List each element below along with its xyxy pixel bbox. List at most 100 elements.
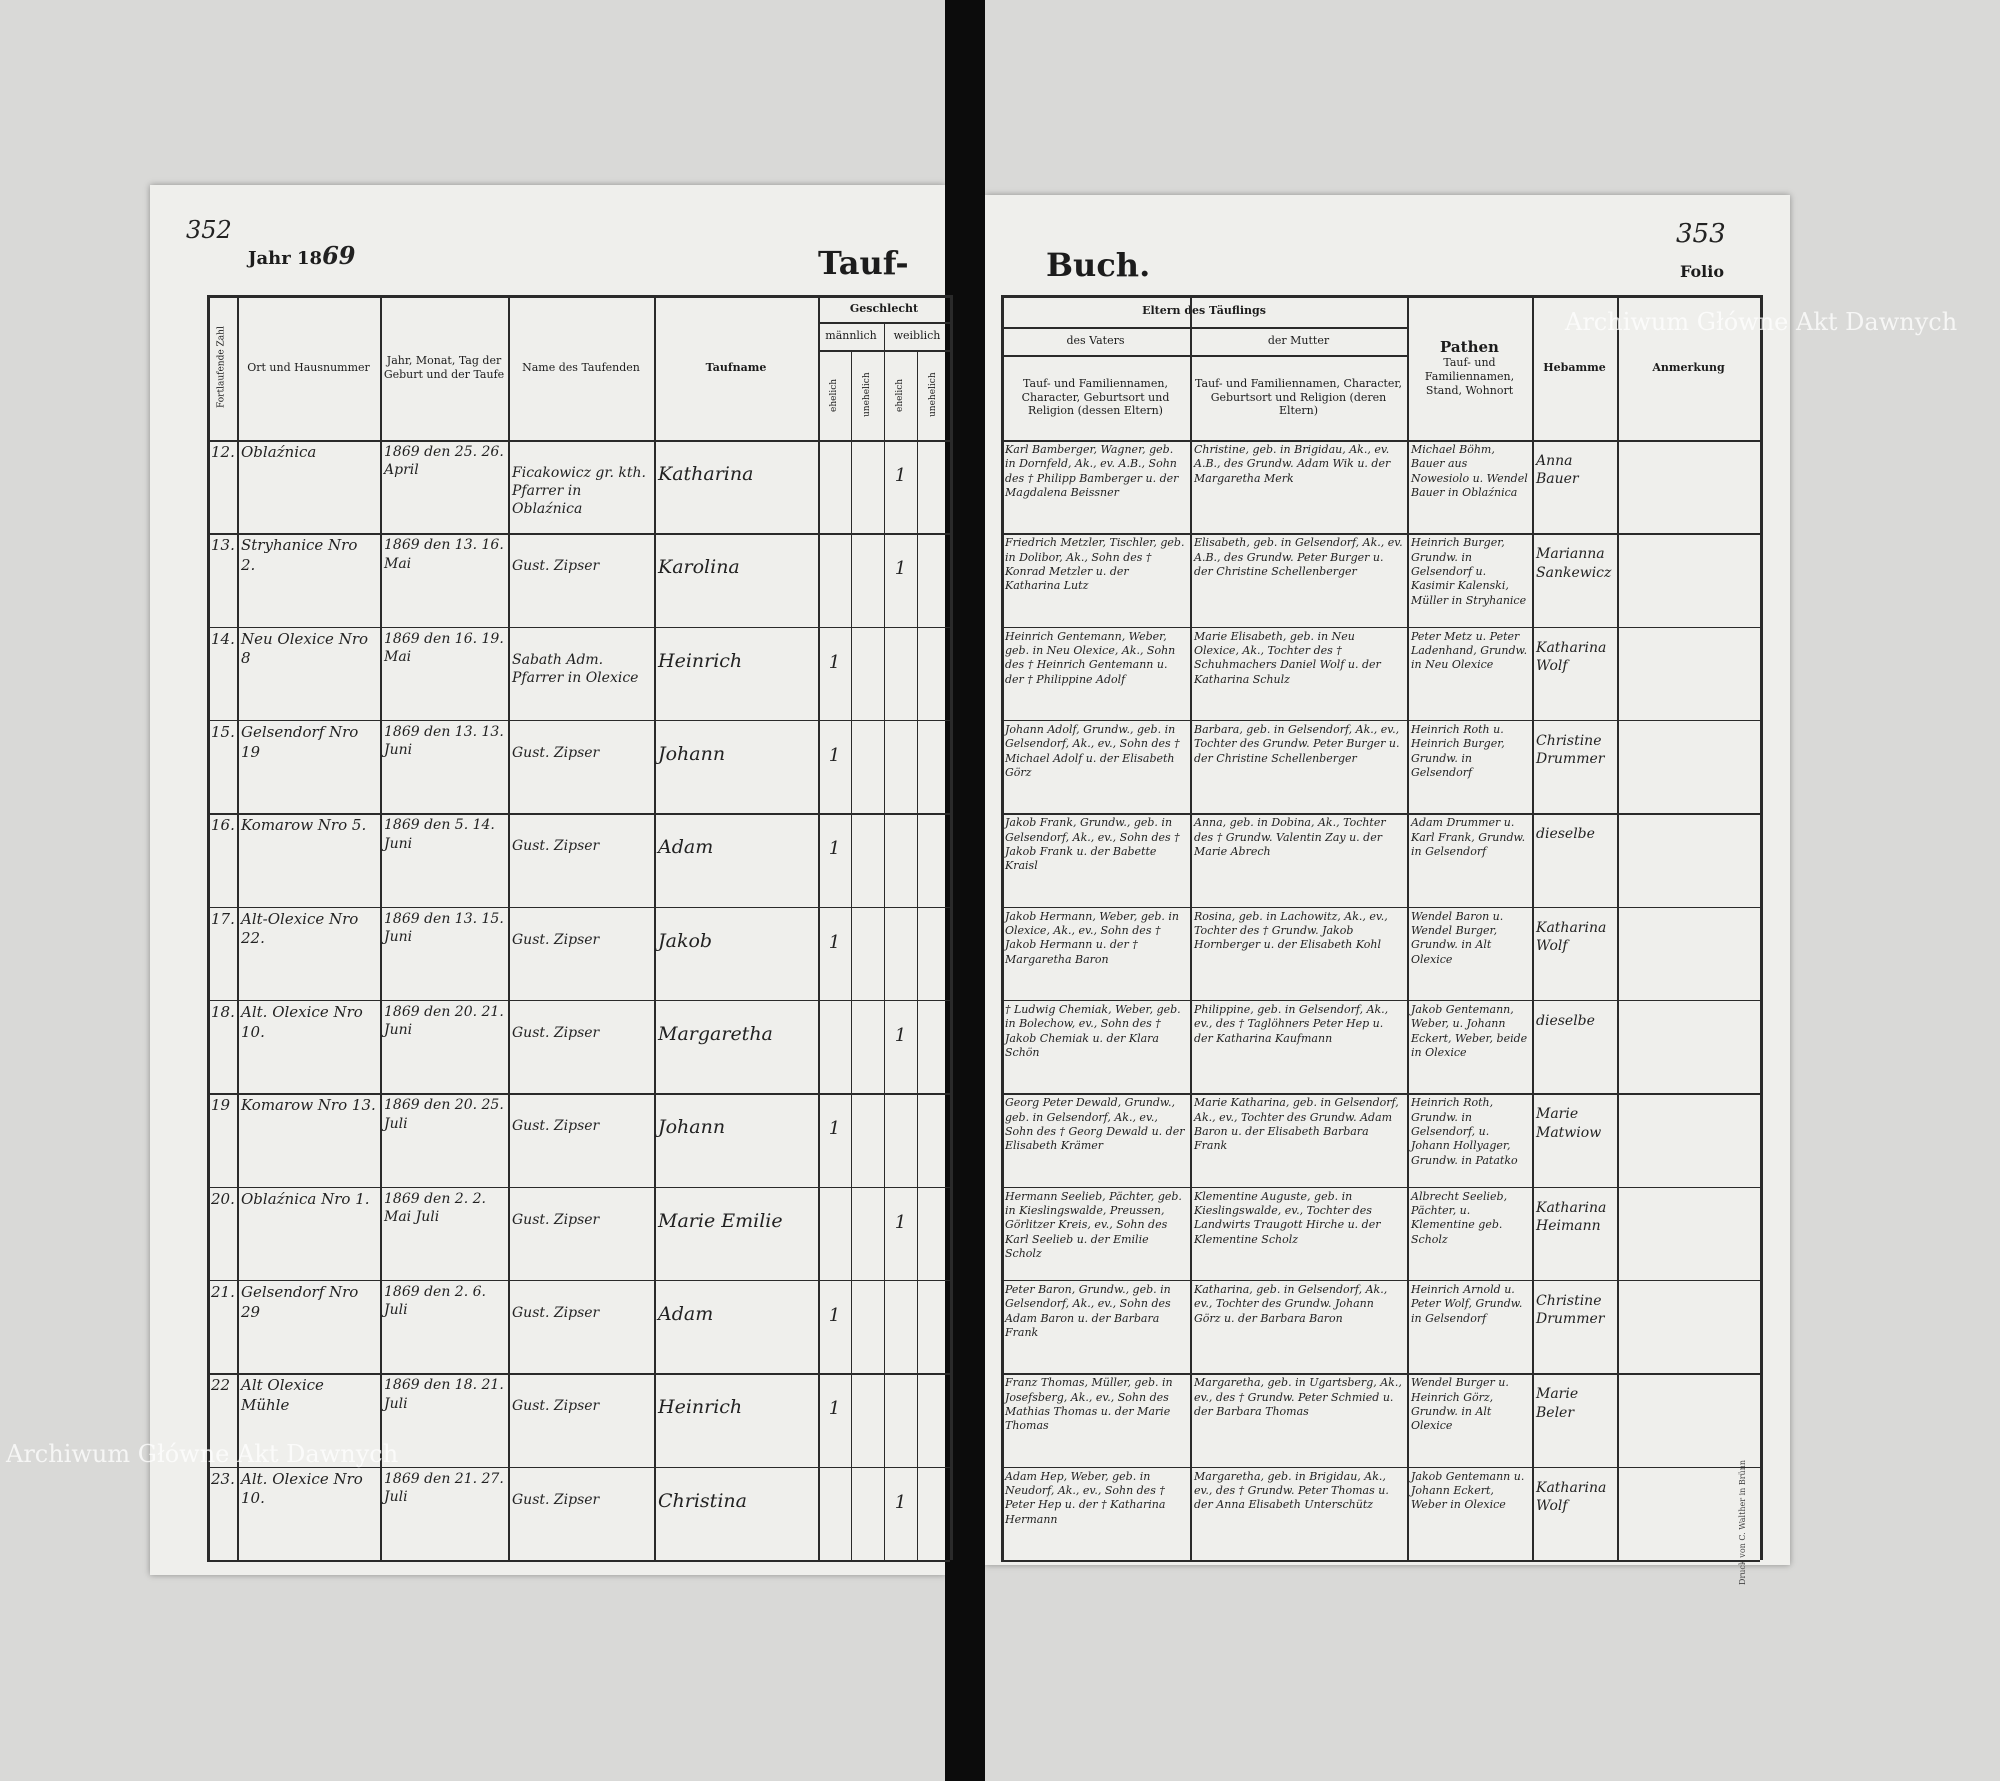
rule	[207, 1373, 950, 1375]
godparents: Wendel Burger u. Heinrich Görz, Grundw. …	[1411, 1376, 1509, 1433]
rule	[1001, 440, 1760, 442]
header-cell: Tauf- und Familiennamen, Character, Gebu…	[1021, 376, 1170, 418]
place: Oblaźnica	[241, 443, 317, 461]
baptismal-name: Jakob	[658, 929, 713, 952]
rule	[1407, 295, 1409, 1560]
midwife: Anna Bauer	[1536, 453, 1579, 488]
baptizer: Gust. Zipser	[512, 558, 600, 575]
mother: Margaretha, geb. in Ugartsberg, Ak., ev.…	[1194, 1376, 1402, 1418]
mother: Christine, geb. in Brigidau, Ak., ev. A.…	[1194, 443, 1391, 485]
rule	[1001, 1280, 1760, 1282]
rule	[1001, 906, 1760, 908]
mother: Klementine Auguste, geb. in Kieslingswal…	[1194, 1189, 1381, 1246]
sex-mark: 1	[828, 931, 841, 953]
rule	[1001, 1093, 1760, 1095]
midwife: dieselbe	[1536, 1013, 1595, 1029]
header-cell: Eltern des Täuflings	[1142, 304, 1266, 318]
rule	[1001, 1186, 1760, 1188]
mother: Marie Katharina, geb. in Gelsendorf, Ak.…	[1194, 1096, 1399, 1153]
entry-number: 19	[211, 1096, 231, 1115]
mother: Elisabeth, geb. in Gelsendorf, Ak., ev. …	[1194, 536, 1403, 578]
mother: Katharina, geb. in Gelsendorf, Ak., ev.,…	[1194, 1283, 1388, 1325]
rule	[818, 295, 820, 1560]
baptismal-name: Katharina	[658, 463, 754, 485]
father: Heinrich Gentemann, Weber, geb. in Neu O…	[1005, 629, 1176, 686]
header-cell: Hebamme	[1543, 360, 1606, 374]
place: Alt. Olexice Nro 10.	[241, 1003, 363, 1041]
watermark: Archiwum Główne Akt Dawnych	[1565, 308, 1958, 336]
entry-number: 17.	[211, 909, 235, 928]
sex-mark: 1	[828, 651, 841, 673]
header-cell: ehelich	[828, 378, 839, 412]
header-cell: Anmerkung	[1652, 360, 1725, 374]
mother: Barbara, geb. in Gelsendorf, Ak., ev., T…	[1194, 723, 1400, 765]
rule	[884, 322, 885, 1560]
father: Adam Hep, Weber, geb. in Neudorf, Ak., e…	[1005, 1469, 1166, 1526]
midwife: Katharina Heimann	[1536, 1199, 1607, 1234]
page-number-right: 353	[1676, 219, 1726, 249]
godparents: Adam Drummer u. Karl Frank, Grundw. in G…	[1411, 816, 1526, 858]
watermark: Archiwum Główne Akt Dawnych	[6, 1440, 399, 1468]
midwife: Marianna Sankewicz	[1536, 546, 1612, 581]
baptizer: Gust. Zipser	[512, 1211, 600, 1228]
godparents: Michael Böhm, Bauer aus Nowesiolo u. Wen…	[1411, 443, 1528, 499]
header-text: Pathen	[1440, 337, 1499, 356]
sex-mark: 1	[828, 838, 841, 860]
rule	[1001, 1466, 1760, 1468]
rule	[950, 295, 953, 1560]
place: Stryhanice Nro 2.	[241, 536, 358, 574]
godparents: Peter Metz u. Peter Ladenhand, Grundw. i…	[1411, 629, 1528, 672]
entry-number: 18.	[211, 1003, 235, 1021]
header-cell: unehelich	[927, 372, 938, 418]
rule	[1001, 295, 1004, 1560]
header-cell: ehelich	[894, 378, 905, 412]
midwife: Christine Drummer	[1536, 733, 1605, 768]
header-cell: Geschlecht	[849, 301, 919, 315]
place: Oblaźnica Nro 1.	[241, 1189, 370, 1208]
printer-note: Druck von C. Walther in Brünn	[1738, 1460, 1747, 1585]
rule	[207, 626, 950, 628]
baptismal-name: Marie Emilie	[658, 1209, 783, 1232]
header-cell: des Vaters	[1066, 334, 1125, 348]
baptizer: Gust. Zipser	[512, 1118, 600, 1135]
place: Alt-Olexice Nro 22.	[241, 909, 359, 948]
rule	[1760, 295, 1763, 1560]
header-cell: Ort und Hausnummer	[247, 360, 370, 374]
rule	[1001, 1373, 1760, 1375]
father: Jakob Frank, Grundw., geb. in Gelsendorf…	[1005, 816, 1180, 873]
header-cell: Name des Taufenden	[522, 360, 640, 374]
entry-number: 12.	[211, 443, 235, 461]
place: Komarow Nro 5.	[241, 816, 367, 835]
header-cell: Pathen Tauf- und Familiennamen, Stand, Wo…	[1407, 295, 1532, 440]
rule	[207, 1466, 950, 1468]
rule	[207, 440, 950, 442]
father: Karl Bamberger, Wagner, geb. in Dornfeld…	[1005, 443, 1179, 499]
date: 1869 den 13. 15. Juni	[384, 910, 504, 945]
rule	[207, 533, 950, 535]
header-cell: männlich	[825, 329, 877, 343]
baptismal-name: Johann	[658, 1116, 726, 1139]
midwife: Katharina Wolf	[1536, 639, 1607, 674]
midwife: Katharina Wolf	[1536, 1479, 1607, 1514]
baptizer: Gust. Zipser	[512, 1025, 600, 1041]
baptizer: Gust. Zipser	[512, 838, 600, 855]
header-cell: Tauf- und Familiennamen, Character, Gebu…	[1195, 376, 1402, 418]
baptismal-name: Karolina	[658, 556, 740, 579]
title-left: Tauf-	[818, 244, 909, 282]
entry-number: 14.	[211, 629, 235, 648]
rule	[207, 813, 950, 815]
rule	[237, 295, 239, 1560]
rule	[207, 906, 950, 908]
mother: Marie Elisabeth, geb. in Neu Olexice, Ak…	[1194, 629, 1381, 686]
godparents: Jakob Gentemann, Weber, u. Johann Eckert…	[1411, 1003, 1528, 1059]
midwife: Katharina Wolf	[1536, 919, 1607, 954]
date: 1869 den 20. 25. Juli	[384, 1097, 504, 1132]
rule	[207, 1560, 950, 1562]
header-cell: Fortlaufende Zahl	[216, 326, 227, 409]
mother: Margaretha, geb. in Brigidau, Ak., ev., …	[1194, 1469, 1389, 1512]
baptismal-name: Johann	[658, 743, 726, 765]
baptismal-name: Heinrich	[658, 649, 743, 672]
sex-mark: 1	[894, 465, 907, 486]
entry-number: 16.	[211, 816, 235, 835]
rule	[1001, 720, 1760, 722]
